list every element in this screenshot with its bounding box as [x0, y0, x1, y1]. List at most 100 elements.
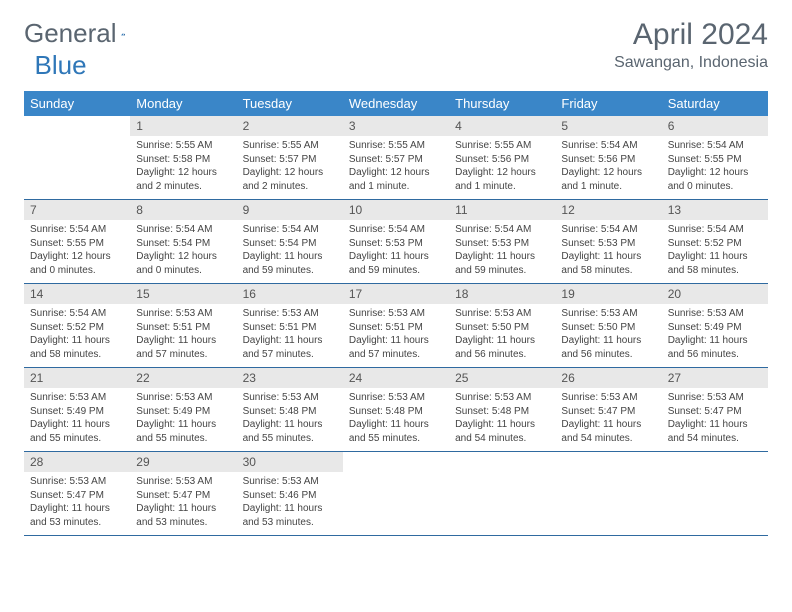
calendar-day-cell: 29Sunrise: 5:53 AMSunset: 5:47 PMDayligh…	[130, 452, 236, 536]
day-number: 19	[555, 284, 661, 304]
day-body: Sunrise: 5:54 AMSunset: 5:52 PMDaylight:…	[662, 220, 768, 283]
day-body: Sunrise: 5:54 AMSunset: 5:54 PMDaylight:…	[130, 220, 236, 283]
calendar-day-cell: 13Sunrise: 5:54 AMSunset: 5:52 PMDayligh…	[662, 200, 768, 284]
day-number: 12	[555, 200, 661, 220]
calendar-day-cell: 14Sunrise: 5:54 AMSunset: 5:52 PMDayligh…	[24, 284, 130, 368]
calendar-day-cell: 24Sunrise: 5:53 AMSunset: 5:48 PMDayligh…	[343, 368, 449, 452]
calendar-day-cell: 9Sunrise: 5:54 AMSunset: 5:54 PMDaylight…	[237, 200, 343, 284]
calendar-day-cell: 10Sunrise: 5:54 AMSunset: 5:53 PMDayligh…	[343, 200, 449, 284]
day-number: 29	[130, 452, 236, 472]
day-body: Sunrise: 5:53 AMSunset: 5:48 PMDaylight:…	[449, 388, 555, 451]
day-number: 16	[237, 284, 343, 304]
logo: General	[24, 18, 149, 49]
calendar-week-row: 21Sunrise: 5:53 AMSunset: 5:49 PMDayligh…	[24, 368, 768, 452]
day-number: 3	[343, 116, 449, 136]
calendar-week-row: 7Sunrise: 5:54 AMSunset: 5:55 PMDaylight…	[24, 200, 768, 284]
calendar-day-cell: 17Sunrise: 5:53 AMSunset: 5:51 PMDayligh…	[343, 284, 449, 368]
title-block: April 2024 Sawangan, Indonesia	[614, 18, 768, 72]
day-body: Sunrise: 5:53 AMSunset: 5:47 PMDaylight:…	[24, 472, 130, 535]
calendar-day-cell: 25Sunrise: 5:53 AMSunset: 5:48 PMDayligh…	[449, 368, 555, 452]
day-body: Sunrise: 5:53 AMSunset: 5:49 PMDaylight:…	[130, 388, 236, 451]
calendar-day-cell	[662, 452, 768, 536]
day-number: 21	[24, 368, 130, 388]
calendar-day-cell: 18Sunrise: 5:53 AMSunset: 5:50 PMDayligh…	[449, 284, 555, 368]
calendar-day-cell: 20Sunrise: 5:53 AMSunset: 5:49 PMDayligh…	[662, 284, 768, 368]
day-number: 15	[130, 284, 236, 304]
calendar-day-cell	[555, 452, 661, 536]
calendar-day-cell: 16Sunrise: 5:53 AMSunset: 5:51 PMDayligh…	[237, 284, 343, 368]
day-body: Sunrise: 5:54 AMSunset: 5:53 PMDaylight:…	[343, 220, 449, 283]
calendar-day-cell: 2Sunrise: 5:55 AMSunset: 5:57 PMDaylight…	[237, 116, 343, 200]
day-number: 27	[662, 368, 768, 388]
weekday-header: Monday	[130, 91, 236, 116]
day-body: Sunrise: 5:53 AMSunset: 5:48 PMDaylight:…	[237, 388, 343, 451]
day-body: Sunrise: 5:54 AMSunset: 5:53 PMDaylight:…	[555, 220, 661, 283]
day-body: Sunrise: 5:54 AMSunset: 5:55 PMDaylight:…	[24, 220, 130, 283]
day-number: 26	[555, 368, 661, 388]
day-number: 2	[237, 116, 343, 136]
calendar-day-cell: 5Sunrise: 5:54 AMSunset: 5:56 PMDaylight…	[555, 116, 661, 200]
day-body: Sunrise: 5:53 AMSunset: 5:49 PMDaylight:…	[662, 304, 768, 367]
day-number: 25	[449, 368, 555, 388]
day-number: 13	[662, 200, 768, 220]
day-number: 22	[130, 368, 236, 388]
day-number: 6	[662, 116, 768, 136]
day-number: 18	[449, 284, 555, 304]
day-number: 8	[130, 200, 236, 220]
day-number: 14	[24, 284, 130, 304]
day-body: Sunrise: 5:53 AMSunset: 5:49 PMDaylight:…	[24, 388, 130, 451]
calendar-week-row: 1Sunrise: 5:55 AMSunset: 5:58 PMDaylight…	[24, 116, 768, 200]
day-body: Sunrise: 5:54 AMSunset: 5:55 PMDaylight:…	[662, 136, 768, 199]
day-body: Sunrise: 5:54 AMSunset: 5:53 PMDaylight:…	[449, 220, 555, 283]
day-number: 10	[343, 200, 449, 220]
calendar-day-cell: 22Sunrise: 5:53 AMSunset: 5:49 PMDayligh…	[130, 368, 236, 452]
logo-text-1: General	[24, 18, 117, 49]
day-body: Sunrise: 5:53 AMSunset: 5:47 PMDaylight:…	[130, 472, 236, 535]
day-number: 11	[449, 200, 555, 220]
day-number: 23	[237, 368, 343, 388]
calendar-day-cell: 1Sunrise: 5:55 AMSunset: 5:58 PMDaylight…	[130, 116, 236, 200]
weekday-header: Tuesday	[237, 91, 343, 116]
calendar-day-cell: 3Sunrise: 5:55 AMSunset: 5:57 PMDaylight…	[343, 116, 449, 200]
day-number: 24	[343, 368, 449, 388]
day-number: 9	[237, 200, 343, 220]
calendar-day-cell: 6Sunrise: 5:54 AMSunset: 5:55 PMDaylight…	[662, 116, 768, 200]
day-body: Sunrise: 5:55 AMSunset: 5:58 PMDaylight:…	[130, 136, 236, 199]
day-number: 7	[24, 200, 130, 220]
calendar-day-cell: 23Sunrise: 5:53 AMSunset: 5:48 PMDayligh…	[237, 368, 343, 452]
day-body: Sunrise: 5:53 AMSunset: 5:51 PMDaylight:…	[130, 304, 236, 367]
calendar-week-row: 14Sunrise: 5:54 AMSunset: 5:52 PMDayligh…	[24, 284, 768, 368]
day-body: Sunrise: 5:53 AMSunset: 5:51 PMDaylight:…	[237, 304, 343, 367]
logo-text-2: Blue	[35, 50, 87, 81]
day-number: 4	[449, 116, 555, 136]
day-body: Sunrise: 5:54 AMSunset: 5:52 PMDaylight:…	[24, 304, 130, 367]
month-title: April 2024	[614, 18, 768, 52]
weekday-row: Sunday Monday Tuesday Wednesday Thursday…	[24, 91, 768, 116]
day-body: Sunrise: 5:53 AMSunset: 5:51 PMDaylight:…	[343, 304, 449, 367]
day-body: Sunrise: 5:53 AMSunset: 5:50 PMDaylight:…	[449, 304, 555, 367]
day-body: Sunrise: 5:54 AMSunset: 5:56 PMDaylight:…	[555, 136, 661, 199]
calendar-day-cell: 28Sunrise: 5:53 AMSunset: 5:47 PMDayligh…	[24, 452, 130, 536]
logo-icon	[121, 24, 125, 44]
weekday-header: Wednesday	[343, 91, 449, 116]
day-body: Sunrise: 5:55 AMSunset: 5:57 PMDaylight:…	[237, 136, 343, 199]
calendar-day-cell	[343, 452, 449, 536]
day-body: Sunrise: 5:53 AMSunset: 5:47 PMDaylight:…	[662, 388, 768, 451]
day-number: 5	[555, 116, 661, 136]
day-body: Sunrise: 5:53 AMSunset: 5:48 PMDaylight:…	[343, 388, 449, 451]
day-number: 1	[130, 116, 236, 136]
calendar-table: Sunday Monday Tuesday Wednesday Thursday…	[24, 91, 768, 536]
day-body: Sunrise: 5:54 AMSunset: 5:54 PMDaylight:…	[237, 220, 343, 283]
day-body: Sunrise: 5:53 AMSunset: 5:46 PMDaylight:…	[237, 472, 343, 535]
day-body: Sunrise: 5:53 AMSunset: 5:47 PMDaylight:…	[555, 388, 661, 451]
calendar-day-cell: 7Sunrise: 5:54 AMSunset: 5:55 PMDaylight…	[24, 200, 130, 284]
calendar-day-cell: 21Sunrise: 5:53 AMSunset: 5:49 PMDayligh…	[24, 368, 130, 452]
day-body: Sunrise: 5:55 AMSunset: 5:56 PMDaylight:…	[449, 136, 555, 199]
calendar-day-cell	[24, 116, 130, 200]
day-number: 28	[24, 452, 130, 472]
calendar-day-cell: 4Sunrise: 5:55 AMSunset: 5:56 PMDaylight…	[449, 116, 555, 200]
day-number: 17	[343, 284, 449, 304]
weekday-header: Thursday	[449, 91, 555, 116]
weekday-header: Friday	[555, 91, 661, 116]
calendar-day-cell: 19Sunrise: 5:53 AMSunset: 5:50 PMDayligh…	[555, 284, 661, 368]
